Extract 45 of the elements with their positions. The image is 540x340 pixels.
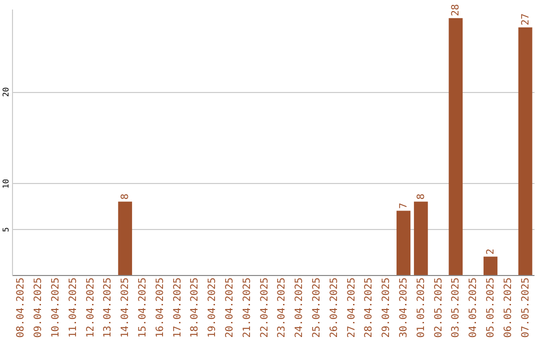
data-label: 8 [120, 194, 132, 200]
x-tick-label: 17.04.2025 [172, 278, 184, 338]
x-tick-label: 10.04.2025 [50, 278, 62, 338]
x-tick-label: 03.05.2025 [450, 278, 462, 338]
x-tick-label: 14.04.2025 [120, 278, 132, 338]
x-tick-label: 21.04.2025 [242, 278, 253, 338]
x-tick-label: 23.04.2025 [276, 278, 288, 338]
x-tick-label: 05.05.2025 [486, 278, 496, 338]
bar [414, 202, 428, 275]
x-tick-label: 09.04.2025 [33, 278, 44, 338]
data-label: 7 [398, 202, 410, 209]
x-tick-label: 27.04.2025 [346, 278, 358, 338]
x-tick-label: 20.04.2025 [224, 278, 236, 338]
data-label: 27 [520, 13, 532, 26]
x-tick-label: 26.04.2025 [328, 278, 340, 338]
x-tick-label: 06.05.2025 [502, 278, 514, 338]
data-label: 8 [416, 194, 427, 200]
y-tick-label: 20 [2, 87, 10, 97]
x-tick-label: 22.04.2025 [259, 278, 270, 338]
x-tick-label: 01.05.2025 [416, 278, 427, 338]
data-label: 28 [450, 4, 462, 16]
bar [518, 27, 532, 275]
x-tick-label: 16.04.2025 [154, 278, 166, 338]
x-tick-label: 25.04.2025 [312, 278, 322, 338]
bar [396, 210, 410, 275]
bar [484, 256, 498, 275]
x-tick-label: 30.04.2025 [398, 278, 410, 338]
x-tick-label: 13.04.2025 [102, 278, 114, 338]
x-tick-label: 28.04.2025 [364, 278, 375, 338]
x-tick-label: 29.04.2025 [381, 278, 392, 338]
x-tick-label: 08.04.2025 [16, 278, 27, 338]
data-label: 2 [486, 248, 496, 255]
x-tick-label: 24.04.2025 [294, 278, 306, 338]
x-tick-label: 07.05.2025 [520, 278, 532, 338]
x-tick-label: 02.05.2025 [433, 278, 444, 338]
bar [448, 18, 463, 275]
x-tick-label: 15.04.2025 [138, 278, 148, 338]
x-tick-label: 19.04.2025 [207, 278, 218, 338]
y-tick-label: 10 [2, 178, 10, 189]
x-tick-label: 12.04.2025 [85, 278, 96, 338]
y-tick-label: 5 [2, 227, 10, 232]
x-tick-label: 18.04.2025 [190, 278, 201, 338]
x-tick-label: 11.04.2025 [68, 278, 79, 338]
x-tick-label: 04.05.2025 [468, 278, 480, 338]
bar [118, 202, 132, 275]
